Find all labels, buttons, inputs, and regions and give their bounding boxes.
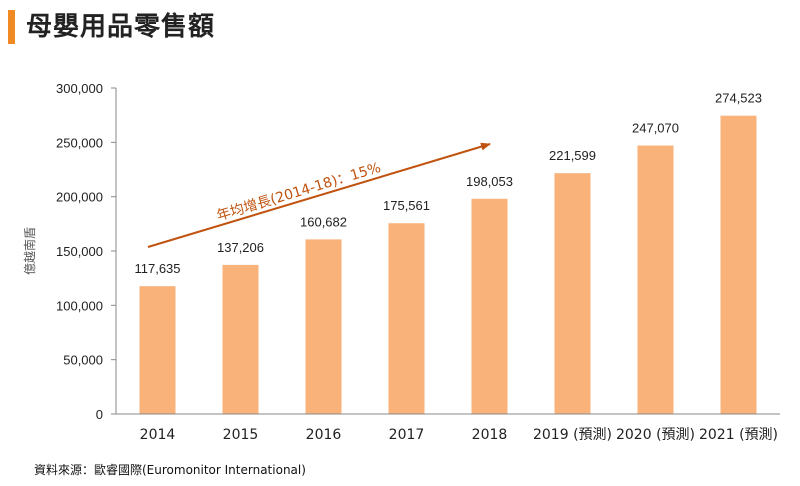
bar: [139, 286, 176, 414]
x-tick-label: 2017: [389, 427, 425, 443]
bar: [637, 145, 674, 414]
x-tick-label: 2019 (預測): [533, 427, 612, 443]
bar-value-label: 247,070: [632, 121, 679, 136]
title-accent-bar: [8, 10, 15, 44]
x-tick-label: 2020 (預測): [616, 427, 695, 443]
bar: [222, 264, 259, 414]
x-axis: 2014 2015 2016 2017 2018 2019 (預測) 2020 (預測) 20…: [116, 413, 780, 443]
bar: [554, 173, 591, 414]
bar-value-label: 175,561: [383, 198, 430, 213]
y-tick-label: 150,000: [56, 244, 103, 259]
growth-trend-arrow: [147, 142, 491, 248]
bar-value-label: 117,635: [134, 261, 180, 276]
x-tick-label: 2018: [472, 427, 508, 443]
y-tick-label: 250,000: [56, 135, 103, 150]
x-tick-label: 2014: [140, 427, 176, 443]
y-axis: 0 50,000 100,000 150,000 200,000 250,000 300,0…: [56, 81, 117, 422]
bar-value-label: 274,523: [715, 91, 762, 106]
source-note: 資料來源：歐睿國際(Euromonitor International): [34, 463, 306, 477]
y-axis-label: 億越南盾: [22, 227, 37, 275]
bar: [305, 239, 342, 414]
page-title: 母嬰用品零售額: [26, 12, 216, 42]
bar-value-label: 137,206: [217, 240, 264, 255]
y-tick-label: 200,000: [56, 190, 103, 205]
bar: [388, 223, 425, 414]
y-tick-label: 0: [96, 407, 103, 422]
y-tick-label: 100,000: [56, 298, 103, 313]
x-tick-label: 2015: [223, 427, 259, 443]
x-tick-label: 2021 (預測): [699, 427, 778, 443]
bar: [471, 198, 508, 414]
bar-value-label: 160,682: [300, 214, 347, 229]
value-labels: 117,635 137,206 160,682 175,561 198,053 221,5…: [134, 91, 762, 276]
bar-value-label: 221,599: [549, 148, 596, 163]
y-tick-label: 300,000: [56, 81, 103, 96]
bars: [139, 115, 757, 415]
y-tick-label: 50,000: [63, 353, 103, 368]
bar: [720, 115, 757, 415]
growth-annotation: 年均增長(2014-18)：15%: [215, 160, 383, 225]
x-tick-label: 2016: [306, 427, 342, 443]
bar-value-label: 198,053: [466, 174, 513, 189]
